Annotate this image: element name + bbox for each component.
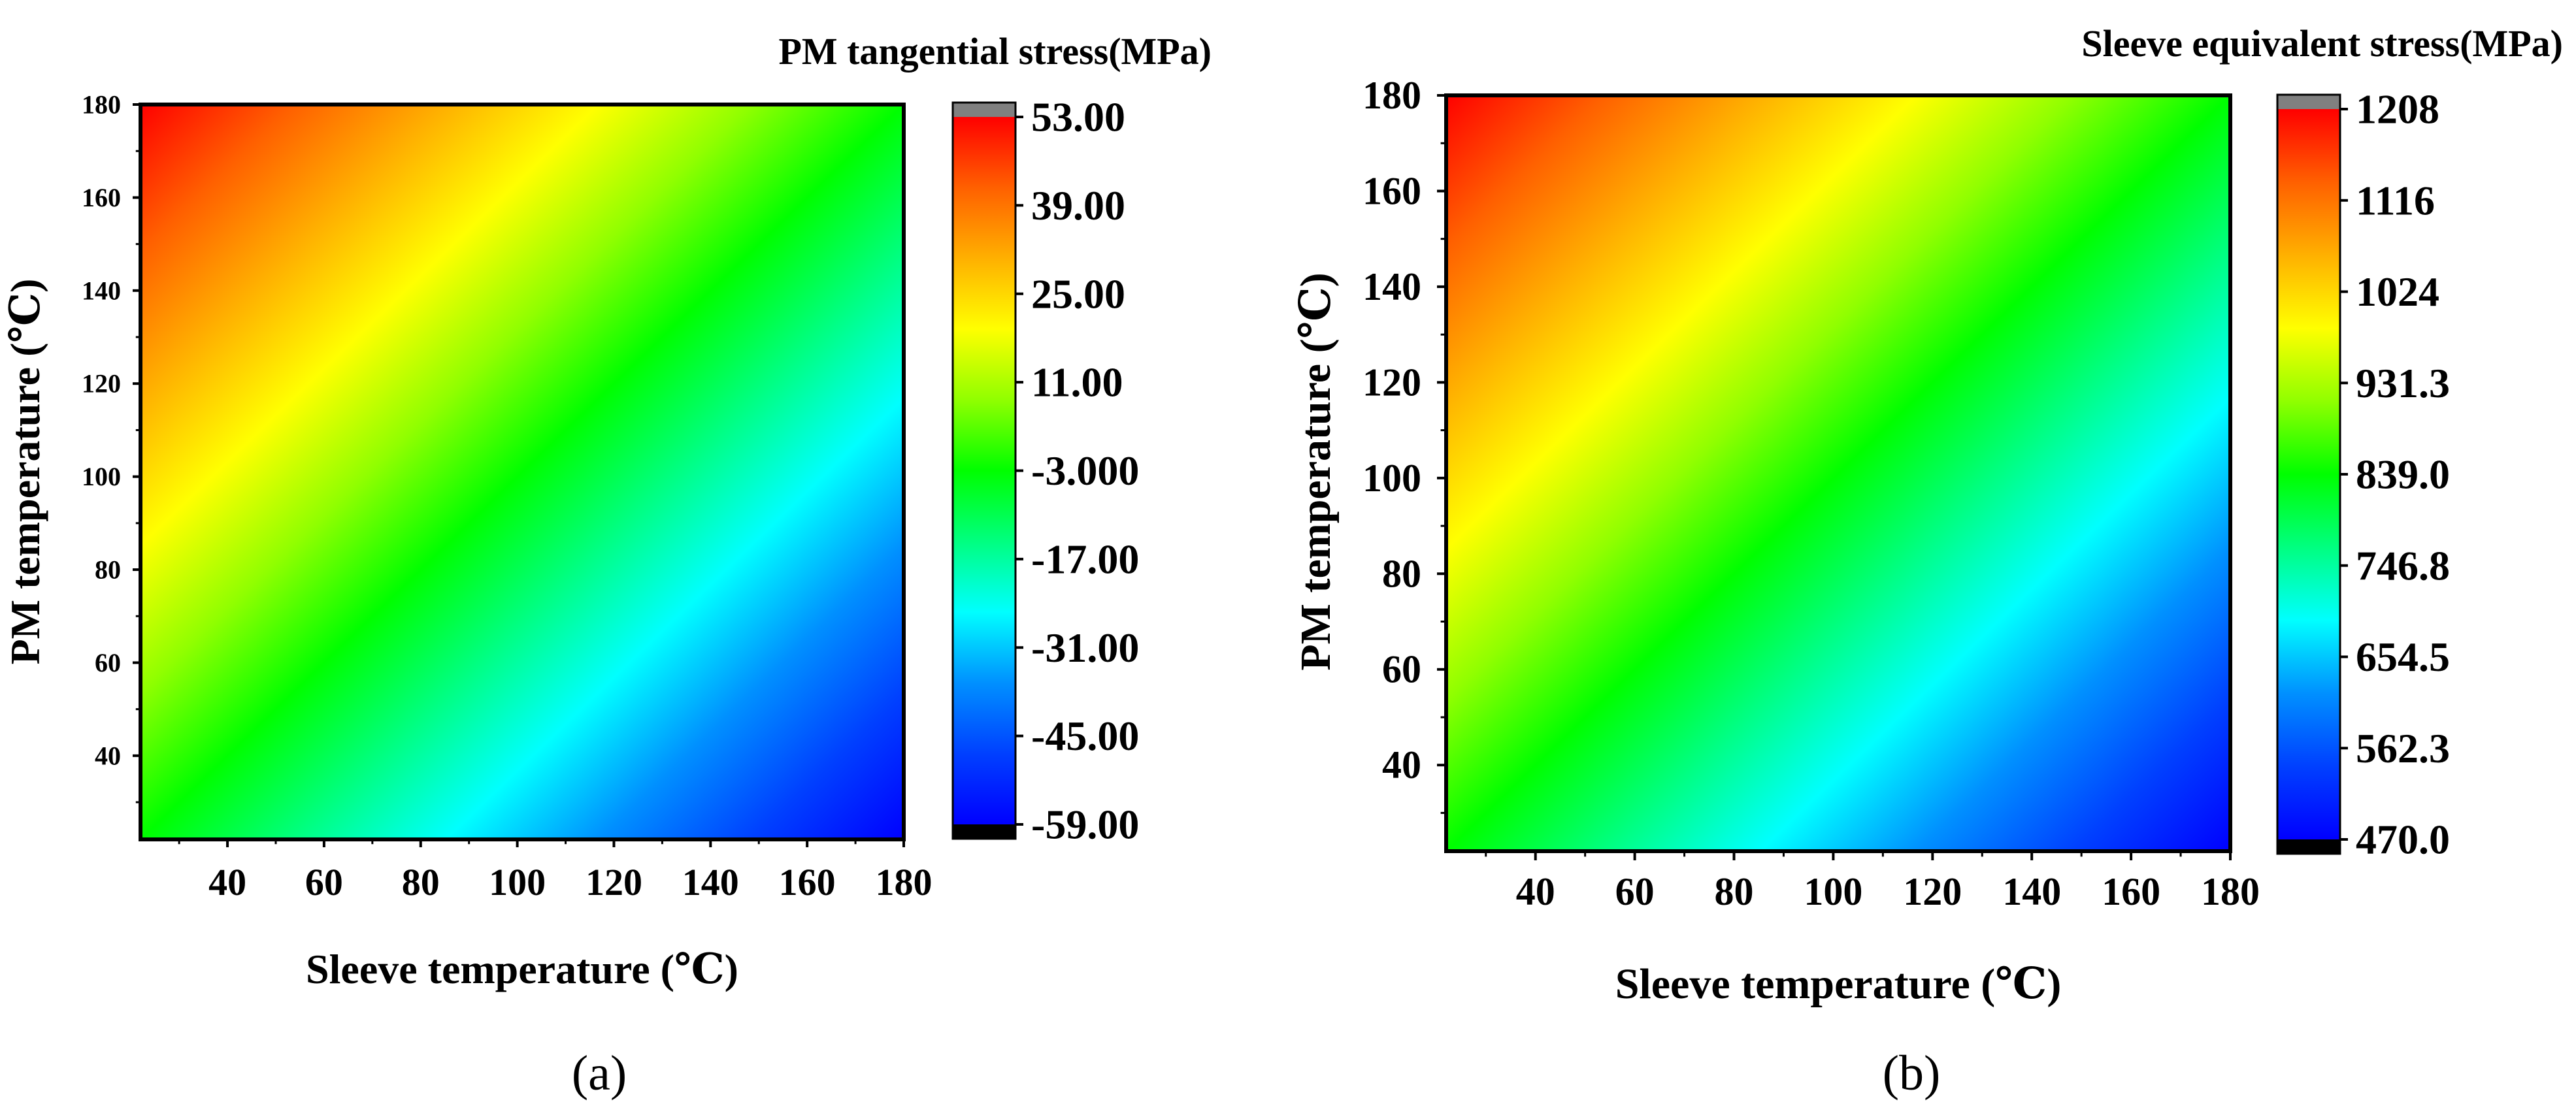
panel-label: (b) (1883, 1046, 1941, 1101)
y-tick-label: 120 (1362, 361, 1421, 404)
heatmap-field (140, 105, 904, 839)
colorbar-tick-label: 11.00 (1031, 359, 1123, 406)
y-tick-label: 180 (82, 90, 121, 120)
colorbar-over-range (2277, 95, 2340, 109)
y-tick-label: 80 (1382, 552, 1421, 595)
heatmap-field (1446, 95, 2230, 851)
x-tick-label: 140 (682, 861, 739, 903)
x-tick-label: 80 (1715, 870, 1754, 913)
colorbar-tick-label: -3.000 (1031, 447, 1139, 494)
colorbar-tick-label: 654.5 (2356, 634, 2450, 680)
y-tick-labels: 40 60 80 100 120 140 160 180 (82, 90, 121, 771)
tick-marks (1437, 94, 2232, 860)
y-tick-label: 60 (1382, 648, 1421, 691)
y-tick-label: 100 (1362, 457, 1421, 500)
x-tick-label: 160 (2102, 870, 2160, 913)
x-tick-label: 100 (489, 861, 546, 903)
x-tick-label: 40 (1516, 870, 1555, 913)
x-tick-label: 80 (402, 861, 440, 903)
panel-a: 40 60 80 100 120 140 160 180 40 60 80 10… (2, 30, 1212, 1101)
y-tick-label: 100 (82, 462, 121, 491)
plot-frame (139, 103, 906, 841)
x-tick-label: 120 (586, 861, 642, 903)
colorbar-tick-label: -17.00 (1031, 536, 1139, 582)
y-tick-label: 180 (1362, 74, 1421, 117)
colorbar (951, 101, 1023, 840)
y-tick-label: 60 (95, 648, 121, 677)
tick-marks (133, 103, 905, 847)
colorbar-tick-label: 25.00 (1031, 270, 1125, 317)
y-tick-label: 80 (95, 555, 121, 585)
x-tick-label: 60 (305, 861, 343, 903)
colorbar-tick-label: 839.0 (2356, 451, 2450, 498)
y-axis-label: PM temperature (℃) (2, 279, 48, 665)
colorbar-tick-label: -45.00 (1031, 713, 1139, 759)
x-tick-label: 60 (1615, 870, 1655, 913)
x-tick-label: 160 (779, 861, 836, 903)
colorbar-gradient (953, 117, 1016, 824)
x-axis-label: Sleeve temperature (℃) (1615, 960, 2062, 1008)
x-axis-label: Sleeve temperature (℃) (306, 946, 738, 992)
x-tick-label: 120 (1903, 870, 1962, 913)
colorbar-tick-labels: 1208 1116 1024 931.3 839.0 746.8 654.5 5… (2356, 86, 2450, 863)
colorbar-tick-label: 470.0 (2356, 817, 2450, 863)
y-tick-labels: 40 60 80 100 120 140 160 180 (1362, 74, 1421, 787)
colorbar-tick-marks (2340, 108, 2348, 841)
colorbar (2276, 93, 2348, 855)
x-tick-labels: 40 60 80 100 120 140 160 180 (208, 861, 932, 903)
x-tick-labels: 40 60 80 100 120 140 160 180 (1516, 870, 2260, 913)
y-tick-label: 140 (82, 276, 121, 305)
colorbar-gradient (2277, 109, 2340, 839)
y-tick-label: 140 (1362, 265, 1421, 308)
x-tick-label: 140 (2002, 870, 2061, 913)
x-tick-label: 180 (2201, 870, 2260, 913)
colorbar-under-range (953, 824, 1016, 839)
colorbar-over-range (953, 103, 1016, 117)
x-tick-label: 180 (876, 861, 933, 903)
colorbar-tick-label: 1116 (2356, 177, 2435, 223)
panel-label: (a) (572, 1046, 627, 1101)
colorbar-tick-label: 931.3 (2356, 360, 2450, 406)
y-axis-label: PM temperature (℃) (1292, 272, 1340, 670)
colorbar-tick-labels: 53.00 39.00 25.00 11.00 -3.000 -17.00 -3… (1031, 94, 1139, 848)
colorbar-title: PM tangential stress(MPa) (778, 30, 1212, 73)
colorbar-title: Sleeve equivalent stress(MPa) (2081, 22, 2563, 65)
colorbar-tick-label: 39.00 (1031, 182, 1125, 229)
plot-frame (1444, 93, 2232, 853)
colorbar-tick-label: 1024 (2356, 268, 2439, 315)
y-tick-label: 40 (95, 741, 121, 770)
colorbar-tick-label: 53.00 (1031, 94, 1125, 140)
colorbar-tick-label: -59.00 (1031, 802, 1139, 848)
panel-b: 40 60 80 100 120 140 160 180 40 60 80 10… (1292, 22, 2563, 1101)
colorbar-tick-label: 562.3 (2356, 725, 2450, 771)
x-tick-label: 100 (1804, 870, 1862, 913)
colorbar-tick-marks (1016, 116, 1023, 826)
y-tick-label: 160 (82, 183, 121, 212)
y-tick-label: 40 (1382, 743, 1421, 787)
y-tick-label: 120 (82, 369, 121, 398)
colorbar-under-range (2277, 839, 2340, 854)
y-tick-label: 160 (1362, 169, 1421, 212)
colorbar-tick-label: 1208 (2356, 86, 2439, 133)
x-tick-label: 40 (208, 861, 246, 903)
colorbar-tick-label: 746.8 (2356, 542, 2450, 589)
colorbar-tick-label: -31.00 (1031, 624, 1139, 671)
